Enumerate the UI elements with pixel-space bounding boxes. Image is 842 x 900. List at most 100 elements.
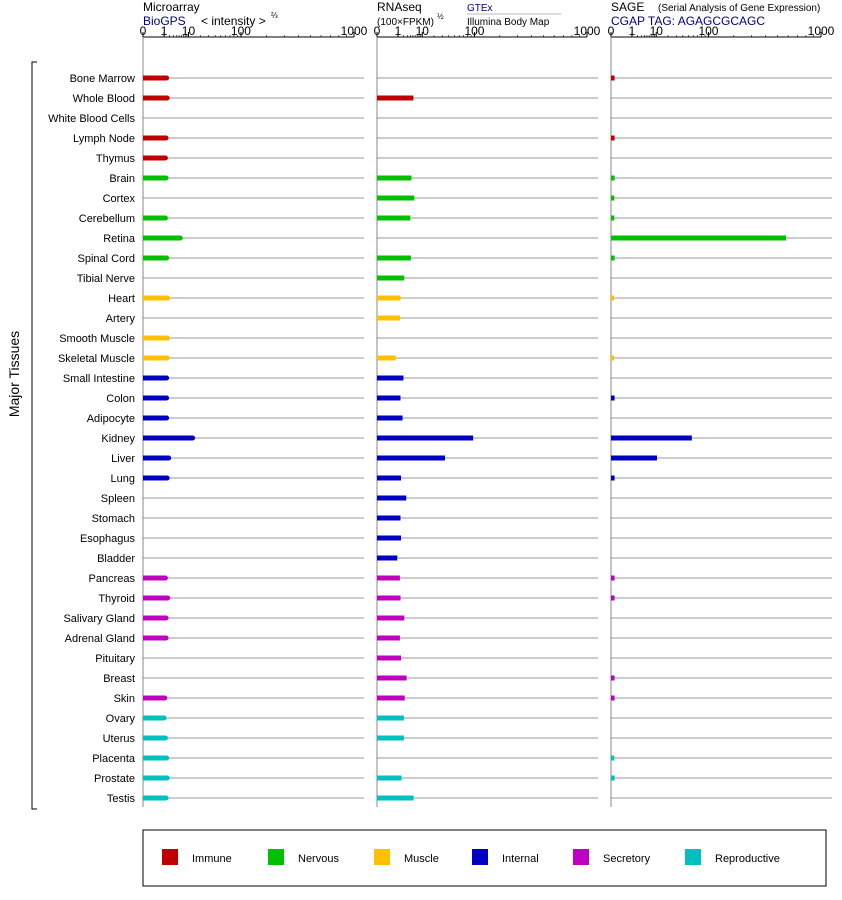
legend-swatch-immune bbox=[162, 849, 178, 865]
microarray-bar-cap-thyroid bbox=[165, 595, 171, 601]
tissue-label-testis: Testis bbox=[107, 793, 136, 805]
tissue-label-white-blood-cells: White Blood Cells bbox=[48, 113, 135, 125]
sage-bar-kidney bbox=[611, 435, 692, 441]
microarray-bar-cap-retina bbox=[177, 235, 183, 241]
rnaseq-bar-adrenal-gland bbox=[377, 635, 400, 641]
rnaseq-bar-breast bbox=[377, 675, 407, 681]
legend-swatch-nervous bbox=[268, 849, 284, 865]
rnaseq-bar-esophagus bbox=[377, 535, 402, 541]
legend-item-muscle: Muscle bbox=[374, 849, 439, 865]
microarray-bar-cap-skin bbox=[162, 695, 168, 701]
microarray-bar-heart bbox=[143, 295, 168, 301]
tissue-label-ovary: Ovary bbox=[106, 713, 136, 725]
microarray-title: Microarray bbox=[143, 0, 200, 14]
microarray-bar-cap-testis bbox=[163, 795, 169, 801]
tissue-label-pituitary: Pituitary bbox=[95, 653, 135, 665]
sage-bar-liver bbox=[611, 455, 657, 461]
tissue-label-smooth-muscle: Smooth Muscle bbox=[59, 333, 135, 345]
sage-bar-lung bbox=[611, 475, 615, 481]
rnaseq-bar-artery bbox=[377, 315, 400, 321]
tissue-label-lung: Lung bbox=[111, 473, 135, 485]
tissue-label-cerebellum: Cerebellum bbox=[79, 213, 135, 225]
microarray-bar-skeletal-muscle bbox=[143, 355, 168, 361]
tissue-label-bladder: Bladder bbox=[97, 553, 135, 565]
sage-bar-pancreas bbox=[611, 575, 615, 581]
microarray-bar-salivary-gland bbox=[143, 615, 167, 621]
microarray-bar-cap-colon bbox=[164, 395, 170, 401]
microarray-source: BioGPS bbox=[143, 14, 186, 28]
rnaseq-tick-label-0: 0 bbox=[374, 24, 381, 38]
microarray-bar-cap-whole-blood bbox=[164, 95, 170, 101]
microarray-bar-uterus bbox=[143, 735, 166, 741]
rnaseq-bar-lung bbox=[377, 475, 402, 481]
rnaseq-unit-superscript: ½ bbox=[437, 12, 444, 21]
tissue-label-kidney: Kidney bbox=[101, 433, 135, 445]
sage-bar-thyroid bbox=[611, 595, 615, 601]
rnaseq-tick-label-1000: 1000 bbox=[574, 24, 601, 38]
microarray-bar-skin bbox=[143, 695, 165, 701]
rnaseq-bar-adipocyte bbox=[377, 415, 403, 421]
tissue-label-small-intestine: Small Intestine bbox=[63, 373, 135, 385]
sage-tick-label-1000: 1000 bbox=[808, 24, 835, 38]
sage-subtitle: (Serial Analysis of Gene Expression) bbox=[658, 3, 820, 14]
legend-label-internal: Internal bbox=[502, 853, 539, 865]
tissue-label-thymus: Thymus bbox=[96, 153, 136, 165]
microarray-bar-adrenal-gland bbox=[143, 635, 167, 641]
rnaseq-bar-kidney bbox=[377, 435, 474, 441]
tissue-label-brain: Brain bbox=[109, 173, 135, 185]
rnaseq-tick-label-10: 10 bbox=[416, 24, 430, 38]
tissue-label-whole-blood: Whole Blood bbox=[73, 93, 135, 105]
tissue-label-lymph-node: Lymph Node bbox=[73, 133, 135, 145]
sage-title: SAGE bbox=[611, 0, 644, 14]
microarray-bar-kidney bbox=[143, 435, 193, 441]
rnaseq-bar-bladder bbox=[377, 555, 398, 561]
tissue-label-artery: Artery bbox=[106, 313, 136, 325]
sage-tag-label: CGAP TAG: AGAGCGCAGC bbox=[611, 14, 765, 28]
rnaseq-source-bottom: Illumina Body Map bbox=[467, 17, 550, 28]
microarray-bar-placenta bbox=[143, 755, 167, 761]
tissue-label-stomach: Stomach bbox=[92, 513, 135, 525]
rnaseq-bar-prostate bbox=[377, 775, 402, 781]
rnaseq-bar-spinal-cord bbox=[377, 255, 411, 261]
microarray-bar-prostate bbox=[143, 775, 168, 781]
microarray-bar-pancreas bbox=[143, 575, 166, 581]
legend-item-nervous: Nervous bbox=[268, 849, 339, 865]
microarray-bar-cap-kidney bbox=[190, 435, 196, 441]
sage-bar-brain bbox=[611, 175, 615, 181]
microarray-bar-smooth-muscle bbox=[143, 335, 168, 341]
legend-label-nervous: Nervous bbox=[298, 853, 339, 865]
row-gridlines bbox=[143, 77, 832, 799]
microarray-tick-label-1000: 1000 bbox=[341, 24, 368, 38]
rnaseq-bar-colon bbox=[377, 395, 401, 401]
sage-bar-retina bbox=[611, 235, 787, 241]
sage-tick-label-1: 1 bbox=[629, 24, 636, 38]
tissue-label-colon: Colon bbox=[106, 393, 135, 405]
microarray-bar-cap-small-intestine bbox=[164, 375, 170, 381]
tissue-label-adrenal-gland: Adrenal Gland bbox=[65, 633, 135, 645]
microarray-tick-label-0: 0 bbox=[140, 24, 147, 38]
microarray-bar-cap-uterus bbox=[162, 735, 168, 741]
microarray-bar-cap-liver bbox=[166, 455, 172, 461]
microarray-bar-cap-adipocyte bbox=[164, 415, 170, 421]
microarray-bar-cap-bone-marrow bbox=[164, 75, 170, 81]
rnaseq-bar-whole-blood bbox=[377, 95, 414, 101]
microarray-bar-liver bbox=[143, 455, 169, 461]
microarray-bar-cap-brain bbox=[163, 175, 169, 181]
tissue-label-breast: Breast bbox=[103, 673, 135, 685]
microarray-tick-label-1: 1 bbox=[161, 24, 168, 38]
sage-bar-spinal-cord bbox=[611, 255, 615, 261]
legend-swatch-internal bbox=[472, 849, 488, 865]
microarray-unit-superscript: ⅔ bbox=[271, 11, 278, 20]
rnaseq-bar-cerebellum bbox=[377, 215, 411, 221]
microarray-bar-retina bbox=[143, 235, 181, 241]
legend-item-reproductive: Reproductive bbox=[685, 849, 780, 865]
tissue-label-spleen: Spleen bbox=[101, 493, 135, 505]
tissue-label-thyroid: Thyroid bbox=[98, 593, 135, 605]
sage-bar-cortex bbox=[611, 195, 615, 201]
sage-bar-prostate bbox=[611, 775, 615, 781]
sage-bar-heart bbox=[611, 295, 615, 301]
sage-bar-skin bbox=[611, 695, 615, 701]
rnaseq-bar-small-intestine bbox=[377, 375, 404, 381]
tissue-label-retina: Retina bbox=[103, 233, 136, 245]
